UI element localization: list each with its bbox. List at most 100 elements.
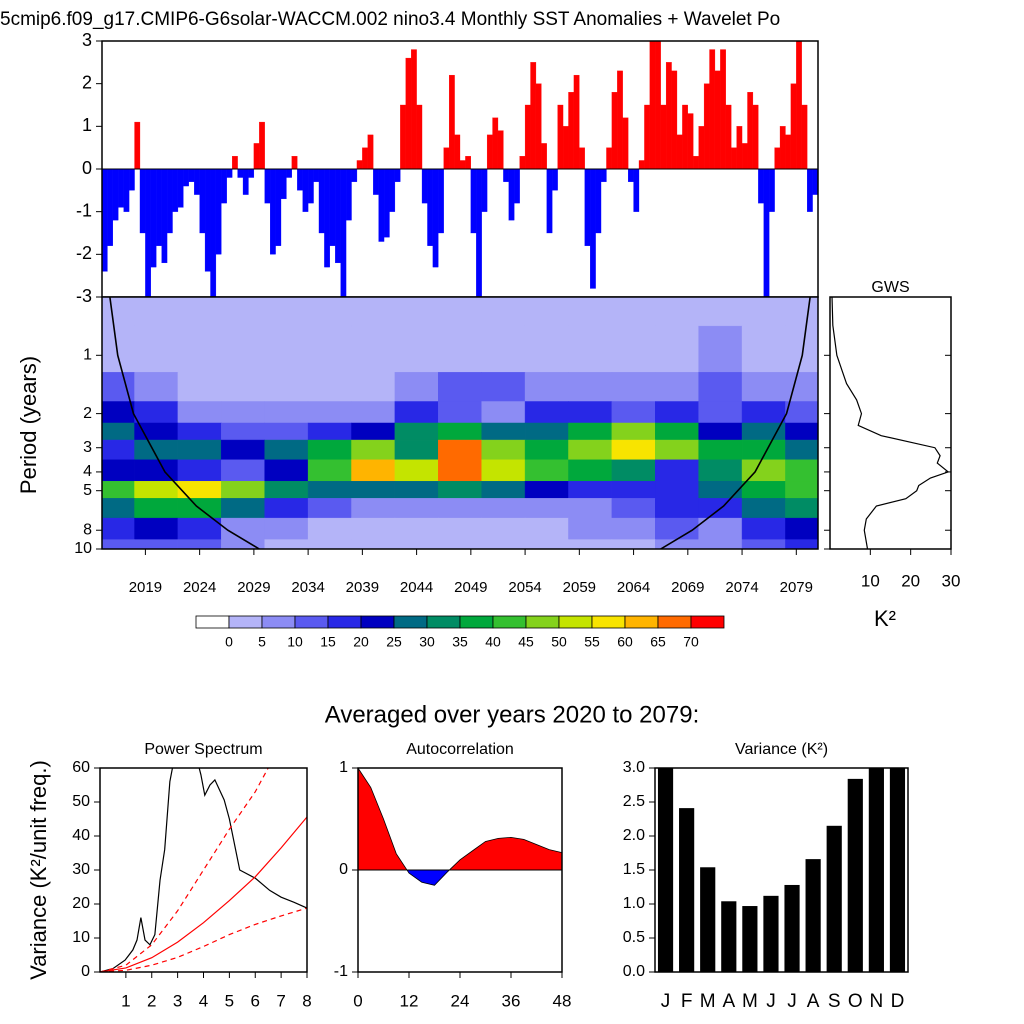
y-tick-label: 30 <box>72 861 90 878</box>
y-tick-label: 2.0 <box>623 827 645 844</box>
power-cell <box>102 422 135 441</box>
power-cell <box>134 422 179 441</box>
power-cell <box>102 498 135 519</box>
plot-frame <box>829 296 952 550</box>
bar <box>259 121 265 170</box>
y-tick-label: -3 <box>76 286 92 306</box>
y-tick-label: 5 <box>83 482 92 499</box>
bar <box>497 130 504 170</box>
bar <box>812 168 818 195</box>
bar <box>514 168 520 204</box>
power-cell <box>481 459 526 482</box>
power-cell <box>655 325 699 373</box>
power-cell <box>307 372 352 402</box>
bar <box>215 168 222 255</box>
power-cell <box>102 325 135 373</box>
power-cell <box>481 401 526 424</box>
bar <box>351 168 358 182</box>
bar <box>356 160 363 170</box>
colorbar-box <box>195 615 230 629</box>
power-cell <box>102 297 135 327</box>
y-tick-label: 0 <box>81 963 90 980</box>
power-cell <box>394 517 439 540</box>
power-cell <box>102 401 135 424</box>
power-cell <box>655 297 699 327</box>
power-cell <box>655 498 699 519</box>
y-tick-label: -1 <box>334 963 348 980</box>
bar <box>519 156 526 170</box>
cone-of-influence <box>109 297 260 549</box>
x-tick-label: 4 <box>199 991 208 1010</box>
bar <box>449 74 455 170</box>
bar <box>747 92 754 170</box>
power-cell <box>134 517 179 540</box>
power-cell <box>568 401 613 424</box>
power-cell <box>264 539 309 549</box>
colorbar-label: 20 <box>353 634 369 650</box>
power-cell <box>655 422 699 441</box>
power-cell <box>785 459 818 482</box>
power-cell <box>102 517 135 540</box>
x-tick-label: 24 <box>451 991 470 1010</box>
power-cell <box>134 372 179 402</box>
power-cell <box>264 325 309 373</box>
power-cell <box>351 297 396 327</box>
power-cell <box>307 481 352 499</box>
bar <box>847 778 863 972</box>
x-tick-label: 36 <box>502 991 521 1010</box>
x-tick-label: M <box>742 991 758 1012</box>
bar <box>345 168 352 221</box>
bar <box>807 168 813 212</box>
bar <box>492 117 499 170</box>
bar <box>665 62 672 170</box>
power-cell <box>438 439 482 461</box>
bar <box>584 168 591 246</box>
bar <box>177 168 184 208</box>
y-tick-label: 10 <box>74 540 92 557</box>
bar <box>232 156 238 170</box>
spectrum-line <box>100 907 307 972</box>
power-cell <box>394 481 439 499</box>
power-cell <box>568 498 613 519</box>
colorbar-box <box>393 615 428 629</box>
power-cell <box>134 498 179 519</box>
power-cell <box>568 422 613 441</box>
bar <box>524 104 531 170</box>
bar <box>693 156 699 170</box>
colorbar-box <box>690 615 725 629</box>
power-cell <box>221 517 265 540</box>
y-tick-label: 0 <box>82 158 92 178</box>
power-cell <box>785 517 818 540</box>
power-cell <box>177 459 222 482</box>
power-cell <box>177 481 222 499</box>
x-tick-label: 2034 <box>291 579 324 596</box>
power-cell <box>611 325 656 373</box>
y-tick-label: 2.5 <box>623 793 645 810</box>
power-cell <box>307 325 352 373</box>
y-tick-label: 40 <box>72 827 90 844</box>
bar <box>568 92 575 170</box>
power-cell <box>611 539 656 549</box>
power-cell <box>264 459 309 482</box>
bar <box>720 49 726 170</box>
power-cell <box>741 325 786 373</box>
power-cell <box>524 297 569 327</box>
x-tick-label: 2054 <box>508 579 541 596</box>
colorbar-box <box>360 615 395 629</box>
power-cell <box>741 422 786 441</box>
chart-title: Autocorrelation <box>406 741 514 758</box>
y-tick-label: 1 <box>339 759 348 776</box>
y-tick-label: 1 <box>83 347 92 364</box>
bar <box>112 168 119 221</box>
power-cell <box>655 372 699 402</box>
spectrum-line <box>100 816 307 972</box>
bar <box>796 41 802 170</box>
bar <box>530 62 537 170</box>
power-cell <box>438 517 482 540</box>
colorbar-box <box>327 615 362 629</box>
bar <box>329 168 336 246</box>
bar <box>324 168 330 268</box>
power-cell <box>611 459 656 482</box>
bar <box>703 83 710 170</box>
x-tick-label: J <box>787 991 797 1012</box>
